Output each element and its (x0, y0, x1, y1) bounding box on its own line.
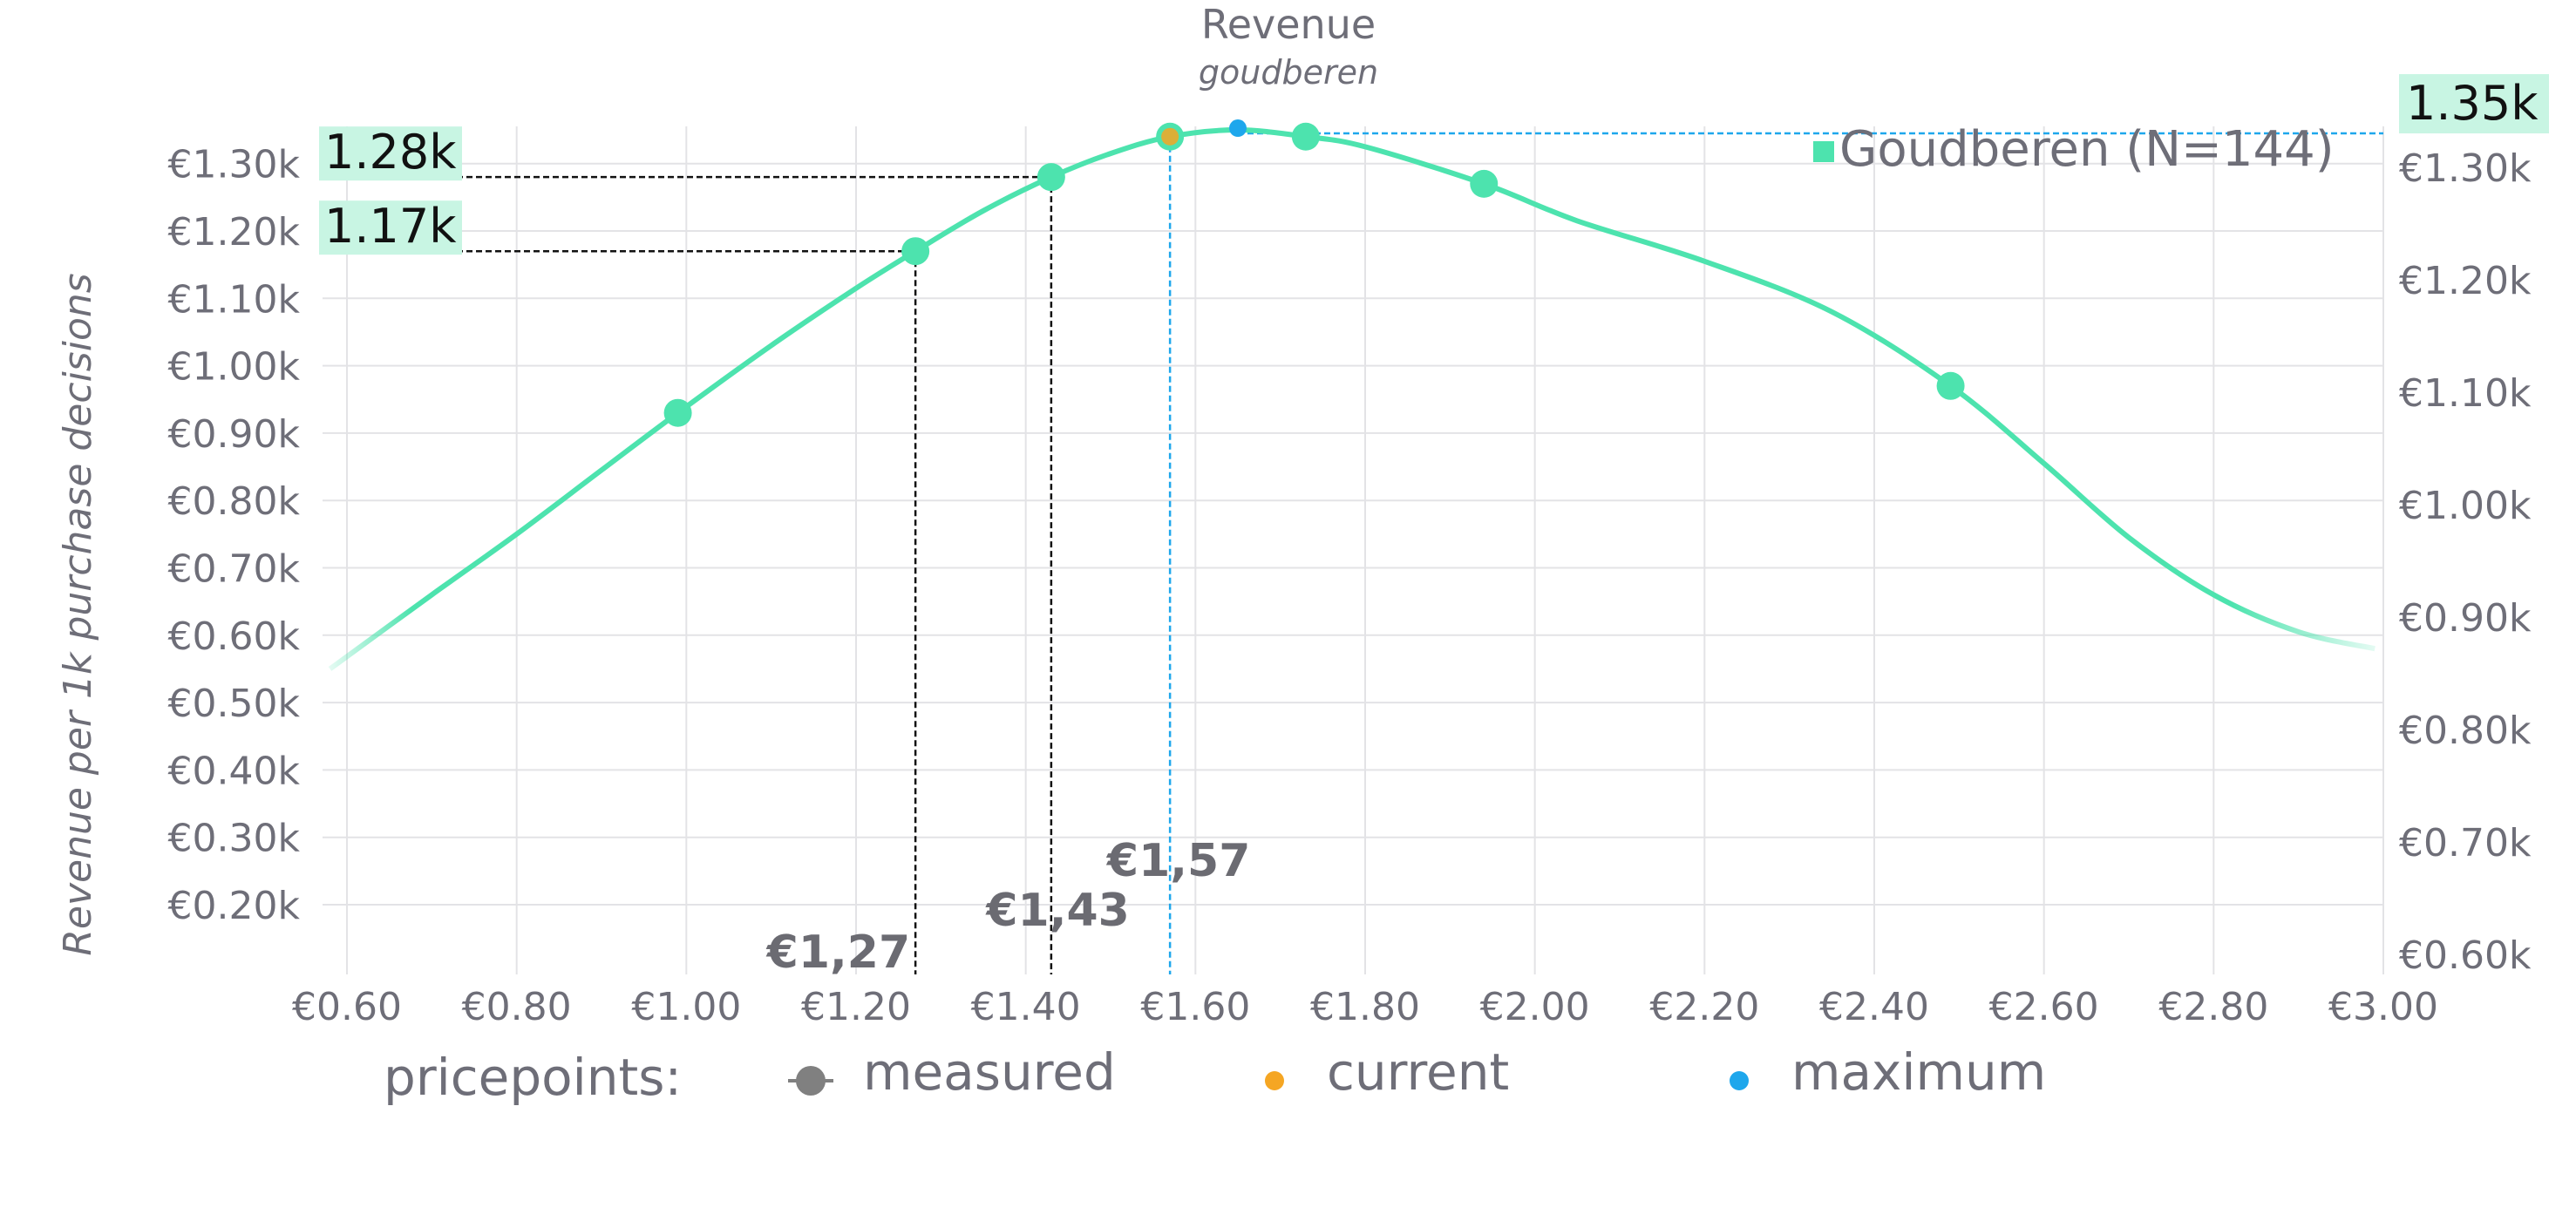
value-callout-bg (319, 126, 462, 181)
y-tick-label-right: €0.70k (2399, 821, 2532, 865)
chart-title: Revenue (1201, 1, 1376, 48)
legend-label: current (1327, 1042, 1509, 1102)
points-layer (663, 119, 1965, 427)
legend-marker (796, 1066, 826, 1096)
measured-point (1037, 163, 1065, 192)
x-tick-label: €2.20 (1649, 985, 1759, 1029)
x-tick-label: €2.00 (1480, 985, 1590, 1029)
y-tick-label-right: €1.00k (2399, 484, 2532, 528)
y-axis-title: Revenue per 1k purchase decisions (56, 273, 100, 955)
grid-lines (323, 126, 2384, 974)
y-tick-label-left: €0.60k (168, 614, 301, 659)
annotations: 1.28k 1.17k 1.35k €1,27 €1,43€1,57 (319, 74, 2549, 979)
y-tick-label-left: €0.30k (168, 817, 301, 861)
legend-marker (1730, 1071, 1749, 1090)
price-label: €1,27 (766, 926, 910, 979)
y-tick-label-left: €0.50k (168, 682, 301, 726)
x-tick-label: €2.80 (2158, 985, 2268, 1029)
maximum-point (1229, 119, 1247, 138)
x-tick-label: €0.60 (292, 985, 402, 1029)
chart-subtitle: goudberen (1199, 53, 1378, 92)
measured-point (901, 237, 930, 266)
x-tick-label: €0.80 (462, 985, 572, 1029)
y-tick-label-left: €1.00k (168, 345, 301, 390)
y-tick-label-left: €0.80k (168, 479, 301, 524)
y-tick-label-left: €0.90k (168, 412, 301, 457)
y-tick-label-left: €0.40k (168, 749, 301, 793)
value-callout-bg (2399, 74, 2549, 134)
value-callout-bg (319, 200, 462, 255)
y-tick-label-right: €0.60k (2399, 933, 2532, 978)
value-callout: 1.17k (324, 199, 457, 254)
measured-point (1936, 371, 1965, 400)
price-label: €1,57 (1106, 835, 1250, 887)
y-axis-left: €0.20k €0.30k €0.40k €0.50k €0.60k €0.70k €0.8… (168, 143, 301, 928)
bottom-legend-item-measured: measured (788, 1042, 1116, 1102)
current-point (1161, 127, 1179, 146)
y-axis-right: €0.60k €0.70k €0.80k €0.90k €1.00k €1.10k €1.2… (2399, 146, 2532, 978)
measured-point (1470, 169, 1499, 198)
x-tick-label: €1.20 (801, 985, 911, 1029)
x-axis: €0.60 €0.80 €1.00 €1.20 €1.40 €1.60 €1.80 €2.00… (292, 985, 2438, 1029)
bottom-legend: pricepoints: measured current maximum (384, 1042, 2046, 1107)
y-tick-label-left: €1.20k (168, 210, 301, 254)
x-tick-label: €1.00 (631, 985, 741, 1029)
legend-label: Goudberen (N=144) (1839, 121, 2335, 178)
legend-swatch (1813, 141, 1834, 162)
series-legend: Goudberen (N=144) (1813, 121, 2335, 178)
x-tick-label: €2.40 (1819, 985, 1929, 1029)
x-tick-label: €3.00 (2328, 985, 2438, 1029)
series-layer (328, 127, 2375, 671)
x-tick-label: €2.60 (1989, 985, 2099, 1029)
guide-lines (323, 132, 2383, 974)
y-tick-label-left: €0.70k (168, 547, 301, 592)
bottom-legend-item-current: current (1265, 1042, 1509, 1102)
x-tick-label: €1.40 (971, 985, 1081, 1029)
y-tick-label-left: €0.20k (168, 884, 301, 928)
y-tick-label-right: €1.30k (2399, 146, 2532, 191)
series-line-goudberen (328, 127, 2375, 671)
legend-label: maximum (1791, 1042, 2046, 1102)
x-tick-label: €1.80 (1310, 985, 1420, 1029)
value-callout: 1.28k (324, 125, 457, 180)
y-tick-label-left: €1.10k (168, 277, 301, 322)
y-tick-label-right: €1.20k (2399, 259, 2532, 303)
x-tick-label: €1.60 (1140, 985, 1250, 1029)
y-tick-label-right: €0.80k (2399, 709, 2532, 753)
price-label: €1,43 (985, 885, 1129, 937)
y-tick-label-left: €1.30k (168, 143, 301, 187)
bottom-legend-prefix: pricepoints: (384, 1048, 682, 1107)
measured-point (663, 398, 692, 427)
y-tick-label-right: €0.90k (2399, 596, 2532, 641)
legend-label: measured (863, 1042, 1116, 1102)
y-tick-label-right: €1.10k (2399, 371, 2532, 416)
measured-point (1291, 122, 1320, 151)
legend-marker (1265, 1071, 1284, 1090)
bottom-legend-item-maximum: maximum (1730, 1042, 2046, 1102)
value-callout: 1.35k (2406, 76, 2539, 131)
